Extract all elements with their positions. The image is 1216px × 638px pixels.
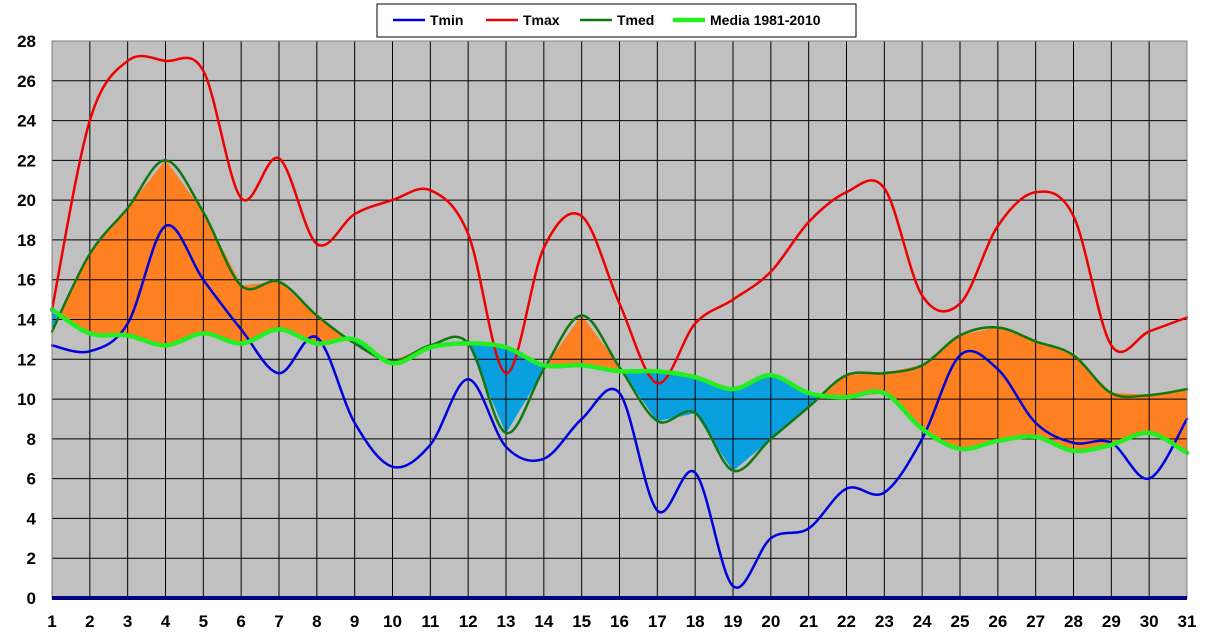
x-tick-label: 10 [383, 612, 402, 631]
y-tick-label: 8 [27, 430, 36, 449]
x-tick-label: 13 [497, 612, 516, 631]
y-tick-label: 24 [17, 112, 36, 131]
x-tick-label: 15 [572, 612, 591, 631]
y-tick-label: 22 [17, 151, 36, 170]
y-tick-label: 26 [17, 72, 36, 91]
x-tick-label: 26 [988, 612, 1007, 631]
y-tick-label: 2 [27, 549, 36, 568]
above-normal-fill [959, 327, 999, 450]
y-tick-label: 4 [27, 509, 37, 528]
x-tick-label: 12 [459, 612, 478, 631]
legend-entry-tmin: Tmin [393, 12, 463, 28]
y-tick-label: 6 [27, 470, 36, 489]
legend-entry-tmax: Tmax [486, 12, 560, 28]
series-lines [49, 54, 1190, 589]
x-tick-label: 4 [161, 612, 171, 631]
y-tick-label: 14 [17, 311, 36, 330]
x-tick-label: 19 [724, 612, 743, 631]
x-tick-label: 27 [1026, 612, 1045, 631]
x-tick-label: 31 [1178, 612, 1197, 631]
above-normal-fill [997, 327, 1036, 442]
x-tick-label: 5 [199, 612, 208, 631]
x-tick-label: 28 [1064, 612, 1083, 631]
x-tick-label: 7 [274, 612, 283, 631]
series-line-tmin [50, 224, 1189, 589]
x-tick-label: 20 [761, 612, 780, 631]
x-tick-label: 6 [236, 612, 245, 631]
legend: Tmin Tmax Tmed Media 1981-2010 [376, 3, 857, 38]
y-tick-label: 16 [17, 271, 36, 290]
x-tick-label: 11 [421, 612, 439, 631]
legend-label: Tmed [617, 12, 654, 28]
y-tick-label: 12 [17, 350, 36, 369]
series-line-tmax [50, 54, 1189, 385]
x-tick-label: 29 [1102, 612, 1121, 631]
x-tick-label: 24 [913, 612, 932, 631]
x-tick-label: 30 [1140, 612, 1159, 631]
legend-entry-tmed: Tmed [580, 12, 654, 28]
below-normal-fill [656, 370, 696, 422]
x-tick-label: 9 [350, 612, 359, 631]
x-tick-label: 1 [47, 612, 56, 631]
x-tick-label: 8 [312, 612, 321, 631]
y-tick-label: 10 [17, 390, 36, 409]
x-tick-label: 23 [875, 612, 894, 631]
y-tick-label: 28 [17, 32, 36, 51]
x-tick-label: 18 [686, 612, 705, 631]
legend-label: Media 1981-2010 [710, 12, 821, 28]
x-tick-label: 17 [648, 612, 667, 631]
y-tick-label: 20 [17, 191, 36, 210]
legend-label: Tmax [523, 12, 560, 28]
x-tick-label: 14 [534, 612, 553, 631]
legend-label: Tmin [430, 12, 463, 28]
x-tick-label: 16 [610, 612, 629, 631]
x-tick-label: 22 [837, 612, 856, 631]
x-tick-label: 21 [799, 612, 818, 631]
x-tick-label: 2 [85, 612, 94, 631]
x-tick-label: 25 [951, 612, 970, 631]
legend-box [376, 3, 857, 38]
series-line-media-1981-2010 [49, 307, 1190, 456]
legend-entry-media-1981-2010: Media 1981-2010 [673, 12, 821, 28]
y-tick-label: 18 [17, 231, 36, 250]
series-line-tmed [50, 159, 1189, 473]
x-tick-labels: 1 2 3 4 5 6 7 8 9 10 11 12 13 14 15 16 17 18 19 20 21 22 23 24 2… [47, 612, 1196, 631]
y-tick-label: 0 [27, 589, 36, 608]
above-normal-fill [1035, 340, 1074, 452]
x-tick-label: 3 [123, 612, 132, 631]
